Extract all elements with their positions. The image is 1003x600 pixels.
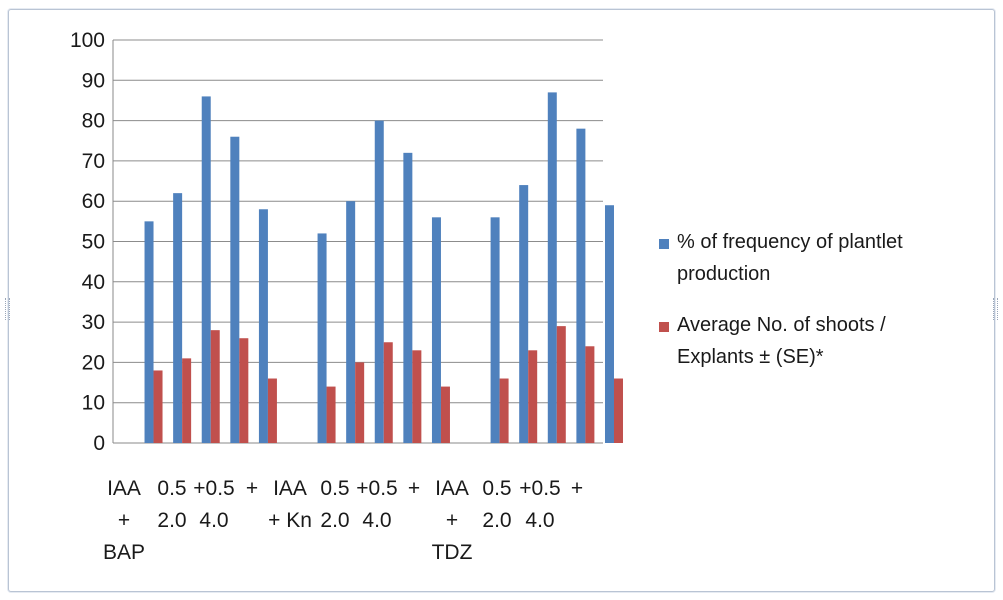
bar-shoots-g1-2 — [182, 358, 192, 443]
x-category-label: 4.0 — [362, 509, 391, 532]
x-category-label: + — [118, 509, 130, 532]
bar-shoots-g3-5 — [613, 378, 623, 443]
y-tick-label: 0 — [93, 432, 105, 455]
bar-shoots-g2-4 — [412, 350, 422, 443]
legend-label-2: Average No. of shoots / — [677, 314, 886, 336]
y-tick-label: 30 — [82, 311, 105, 334]
legend-label-2: Explants ± (SE)* — [677, 346, 824, 368]
bar-shoots-g3-2 — [528, 350, 538, 443]
y-tick-label: 10 — [82, 392, 105, 415]
bar-frequency-g3-4 — [576, 128, 586, 443]
chart-frame — [5, 9, 998, 592]
x-category-label: + — [571, 477, 583, 500]
legend-swatch-2 — [659, 322, 669, 332]
bar-frequency-g3-5 — [604, 205, 614, 443]
x-category-label: IAA — [107, 477, 141, 500]
bar-frequency-g1-3 — [201, 96, 211, 444]
x-category-label: 0.5 — [320, 477, 349, 500]
x-category-label: 4.0 — [199, 509, 228, 532]
bar-shoots-g2-3 — [383, 342, 393, 443]
x-category-label: + — [408, 477, 420, 500]
bar-shoots-g1-1 — [153, 370, 163, 443]
y-tick-label: 20 — [82, 351, 105, 374]
bar-frequency-g3-2 — [519, 185, 529, 443]
x-category-label: +0.5 — [519, 477, 560, 500]
bar-frequency-g3-3 — [547, 92, 557, 443]
bar-shoots-g2-1 — [326, 386, 336, 443]
x-category-label: TDZ — [432, 541, 473, 564]
x-category-label: 0.5 — [482, 477, 511, 500]
bar-shoots-g1-5 — [267, 378, 277, 443]
right-resize-handle[interactable] — [993, 298, 998, 320]
bars — [144, 92, 623, 444]
bar-frequency-g2-3 — [374, 120, 384, 443]
bar-frequency-g2-5 — [431, 217, 441, 443]
bar-frequency-g1-5 — [258, 209, 268, 443]
bar-shoots-g2-5 — [440, 386, 450, 443]
x-category-label: + — [446, 509, 458, 532]
bar-shoots-g1-4 — [239, 338, 249, 443]
x-category-label: 0.5 — [157, 477, 186, 500]
bar-frequency-g1-1 — [144, 221, 154, 443]
bar-frequency-g2-2 — [346, 201, 356, 443]
legend-label-1: production — [677, 263, 770, 285]
x-category-label: + — [246, 477, 258, 500]
bar-shoots-g3-3 — [556, 326, 566, 443]
bar-shoots-g1-3 — [210, 330, 220, 443]
y-tick-label: 80 — [82, 110, 105, 133]
legend: % of frequency of plantlet production Aver… — [659, 231, 903, 368]
y-tick-label: 40 — [82, 271, 105, 294]
y-tick-label: 70 — [82, 150, 105, 173]
x-category-label: 2.0 — [320, 509, 349, 532]
x-category-label: IAA — [273, 477, 307, 500]
legend-swatch-1 — [659, 239, 669, 249]
x-category-label: +0.5 — [193, 477, 234, 500]
y-tick-label: 60 — [82, 190, 105, 213]
x-category-label: + Kn — [268, 509, 312, 532]
x-category-label: 2.0 — [482, 509, 511, 532]
bar-frequency-g1-4 — [230, 136, 240, 443]
y-tick-label: 90 — [82, 69, 105, 92]
bar-shoots-g2-2 — [355, 362, 365, 443]
x-category-label: +0.5 — [356, 477, 397, 500]
bar-shoots-g3-4 — [585, 346, 595, 443]
x-category-label: BAP — [103, 541, 145, 564]
x-category-label: 4.0 — [525, 509, 554, 532]
y-tick-label: 100 — [70, 29, 105, 52]
x-axis-labels: IAA + BAP 0.5 2.0 +0.5 4.0 + IAA + Kn 0.5 2.0 +0.5 4.… — [103, 477, 583, 564]
bar-frequency-g1-2 — [173, 193, 183, 443]
x-category-label: IAA — [435, 477, 469, 500]
bar-frequency-g2-4 — [403, 152, 413, 443]
y-tick-label: 50 — [82, 231, 105, 254]
bar-shoots-g3-1 — [499, 378, 509, 443]
left-resize-handle[interactable] — [5, 298, 10, 320]
y-axis: 0 10 20 30 40 50 60 70 80 90 100 — [70, 29, 114, 455]
bar-frequency-g2-1 — [317, 233, 327, 443]
legend-label-1: % of frequency of plantlet — [677, 231, 903, 253]
x-category-label: 2.0 — [157, 509, 186, 532]
bar-frequency-g3-1 — [490, 217, 500, 443]
